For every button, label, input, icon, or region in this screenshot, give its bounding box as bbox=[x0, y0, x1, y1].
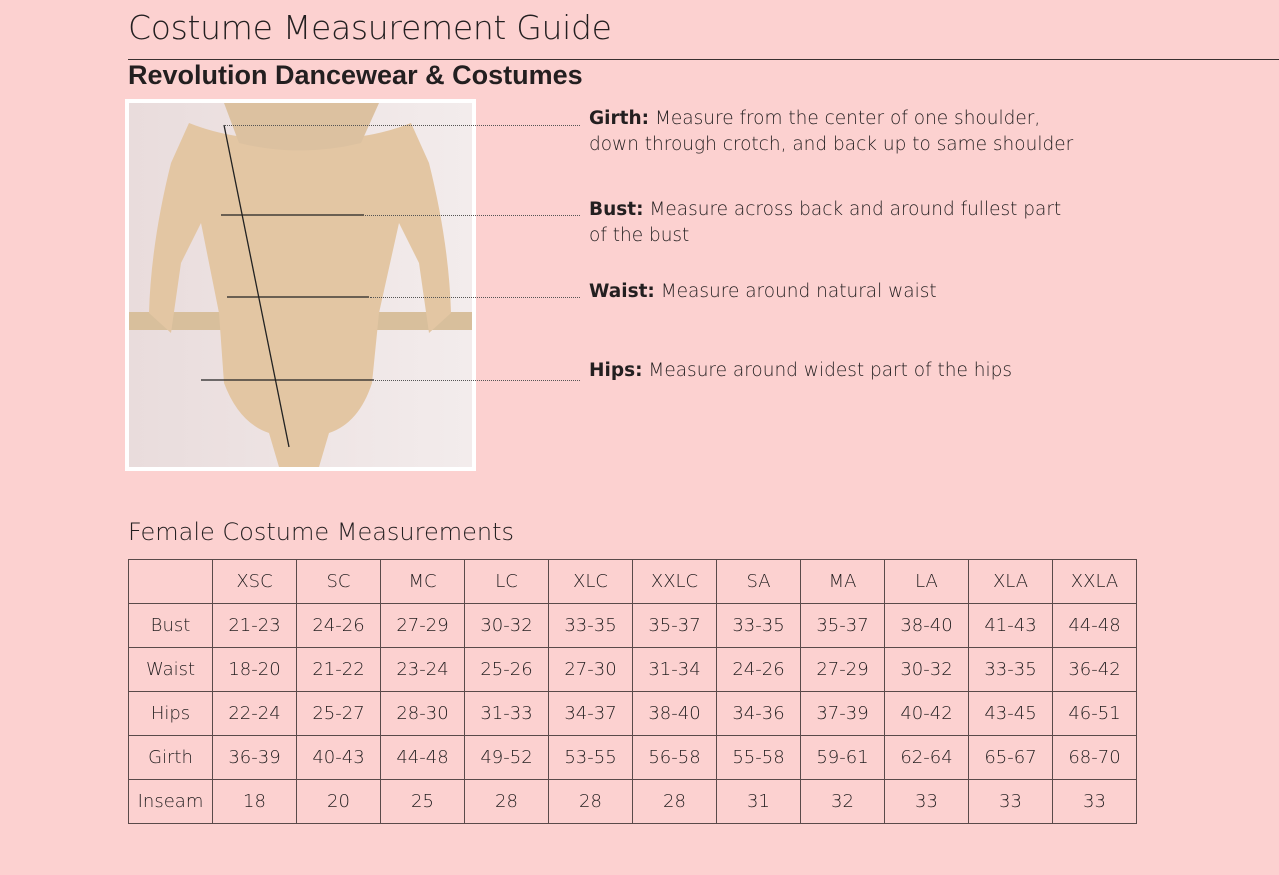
table-cell: 21-22 bbox=[296, 647, 381, 692]
table-cell: 43-45 bbox=[968, 691, 1053, 736]
table-cell: 24-26 bbox=[716, 647, 801, 692]
waist-description: Waist: Measure around natural waist bbox=[589, 281, 937, 302]
model-photo bbox=[125, 99, 476, 471]
table-cell: XXLA bbox=[1052, 559, 1137, 604]
table-cell: 32 bbox=[800, 779, 885, 824]
table-cell: 34-36 bbox=[716, 691, 801, 736]
table-cell: 53-55 bbox=[548, 735, 633, 780]
table-cell: 25-27 bbox=[296, 691, 381, 736]
table-cell: 25-26 bbox=[464, 647, 549, 692]
table-cell: 38-40 bbox=[884, 603, 969, 648]
table-cell: 35-37 bbox=[800, 603, 885, 648]
row-label: Bust bbox=[128, 603, 213, 648]
table-cell: 40-43 bbox=[296, 735, 381, 780]
bust-leader-line bbox=[365, 215, 580, 216]
table-cell: 27-30 bbox=[548, 647, 633, 692]
table-cell: LC bbox=[464, 559, 549, 604]
table-cell: 33-35 bbox=[548, 603, 633, 648]
table-cell: XLC bbox=[548, 559, 633, 604]
girth-description: Girth: Measure from the center of one sh… bbox=[589, 108, 1074, 155]
table-cell: 24-26 bbox=[296, 603, 381, 648]
table-cell: 31-34 bbox=[632, 647, 717, 692]
table-cell: 37-39 bbox=[800, 691, 885, 736]
table-cell: 46-51 bbox=[1052, 691, 1137, 736]
table-cell: 28 bbox=[464, 779, 549, 824]
table-cell: 25 bbox=[380, 779, 465, 824]
table-cell: SC bbox=[296, 559, 381, 604]
table-row: Bust 21-23 24-26 27-29 30-32 33-35 35-37 33-35 3… bbox=[128, 603, 1137, 648]
table-cell: 35-37 bbox=[632, 603, 717, 648]
table-cell: MC bbox=[380, 559, 465, 604]
row-label: Waist bbox=[128, 647, 213, 692]
table-cell: LA bbox=[884, 559, 969, 604]
page-title: Costume Measurement Guide bbox=[128, 8, 612, 47]
hips-leader-line bbox=[375, 380, 580, 381]
bust-description: Bust: Measure across back and around ful… bbox=[589, 199, 1062, 246]
table-cell: 55-58 bbox=[716, 735, 801, 780]
table-cell: MA bbox=[800, 559, 885, 604]
table-cell: 30-32 bbox=[464, 603, 549, 648]
table-cell: 28 bbox=[632, 779, 717, 824]
table-cell: 68-70 bbox=[1052, 735, 1137, 780]
table-cell: 18 bbox=[212, 779, 297, 824]
table-cell: 18-20 bbox=[212, 647, 297, 692]
table-cell: 21-23 bbox=[212, 603, 297, 648]
girth-leader-line bbox=[225, 125, 580, 126]
table-cell: 34-37 bbox=[548, 691, 633, 736]
table-cell: XSC bbox=[212, 559, 297, 604]
table-cell: 56-58 bbox=[632, 735, 717, 780]
table-cell: 33 bbox=[968, 779, 1053, 824]
page-subtitle: Revolution Dancewear & Costumes bbox=[128, 60, 583, 90]
table-cell: 31-33 bbox=[464, 691, 549, 736]
table-cell: 33 bbox=[1052, 779, 1137, 824]
table-title: Female Costume Measurements bbox=[128, 518, 515, 546]
table-row: Waist 18-20 21-22 23-24 25-26 27-30 31-34 24-26… bbox=[128, 647, 1137, 692]
table-cell: 36-42 bbox=[1052, 647, 1137, 692]
table-cell: 59-61 bbox=[800, 735, 885, 780]
measurement-table: XSC SC MC LC XLC XXLC SA MA LA XLA XXLA Bust 21-23 24… bbox=[128, 559, 1137, 824]
hips-description: Hips: Measure around widest part of the … bbox=[589, 360, 1012, 381]
table-cell: 23-24 bbox=[380, 647, 465, 692]
table-cell: SA bbox=[716, 559, 801, 604]
table-cell: 31 bbox=[716, 779, 801, 824]
table-cell: 22-24 bbox=[212, 691, 297, 736]
table-cell: 28 bbox=[548, 779, 633, 824]
table-row: Inseam 18 20 25 28 28 28 31 32 33 33 33 bbox=[128, 779, 1137, 824]
table-cell: 30-32 bbox=[884, 647, 969, 692]
table-cell: 44-48 bbox=[1052, 603, 1137, 648]
table-cell: 20 bbox=[296, 779, 381, 824]
row-label: Girth bbox=[128, 735, 213, 780]
table-cell: 33 bbox=[884, 779, 969, 824]
table-cell: 36-39 bbox=[212, 735, 297, 780]
table-cell: 33-35 bbox=[968, 647, 1053, 692]
waist-leader-line bbox=[370, 297, 580, 298]
title-divider bbox=[128, 59, 1279, 60]
table-cell: 40-42 bbox=[884, 691, 969, 736]
table-cell: 65-67 bbox=[968, 735, 1053, 780]
table-cell: 33-35 bbox=[716, 603, 801, 648]
row-label: Hips bbox=[128, 691, 213, 736]
table-cell: 49-52 bbox=[464, 735, 549, 780]
table-row: Hips 22-24 25-27 28-30 31-33 34-37 38-40 34-36 3… bbox=[128, 691, 1137, 736]
table-cell: 27-29 bbox=[380, 603, 465, 648]
table-cell: 28-30 bbox=[380, 691, 465, 736]
table-cell: 27-29 bbox=[800, 647, 885, 692]
table-cell: 62-64 bbox=[884, 735, 969, 780]
table-cell: XXLC bbox=[632, 559, 717, 604]
table-cell: 41-43 bbox=[968, 603, 1053, 648]
table-cell: 38-40 bbox=[632, 691, 717, 736]
row-label bbox=[128, 559, 213, 604]
table-cell: 44-48 bbox=[380, 735, 465, 780]
table-cell: XLA bbox=[968, 559, 1053, 604]
table-header-row: XSC SC MC LC XLC XXLC SA MA LA XLA XXLA bbox=[128, 559, 1137, 604]
table-row: Girth 36-39 40-43 44-48 49-52 53-55 56-58 55-58… bbox=[128, 735, 1137, 780]
row-label: Inseam bbox=[128, 779, 213, 824]
